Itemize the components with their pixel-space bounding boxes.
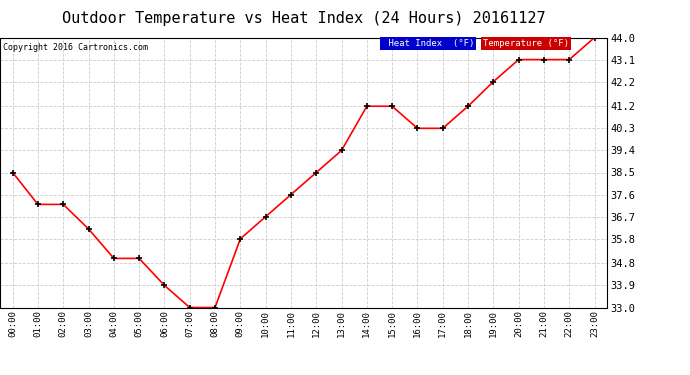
Text: Copyright 2016 Cartronics.com: Copyright 2016 Cartronics.com [3,43,148,52]
Text: Temperature (°F): Temperature (°F) [483,39,569,48]
Text: Outdoor Temperature vs Heat Index (24 Hours) 20161127: Outdoor Temperature vs Heat Index (24 Ho… [62,11,545,26]
Text: Heat Index  (°F): Heat Index (°F) [382,39,474,48]
